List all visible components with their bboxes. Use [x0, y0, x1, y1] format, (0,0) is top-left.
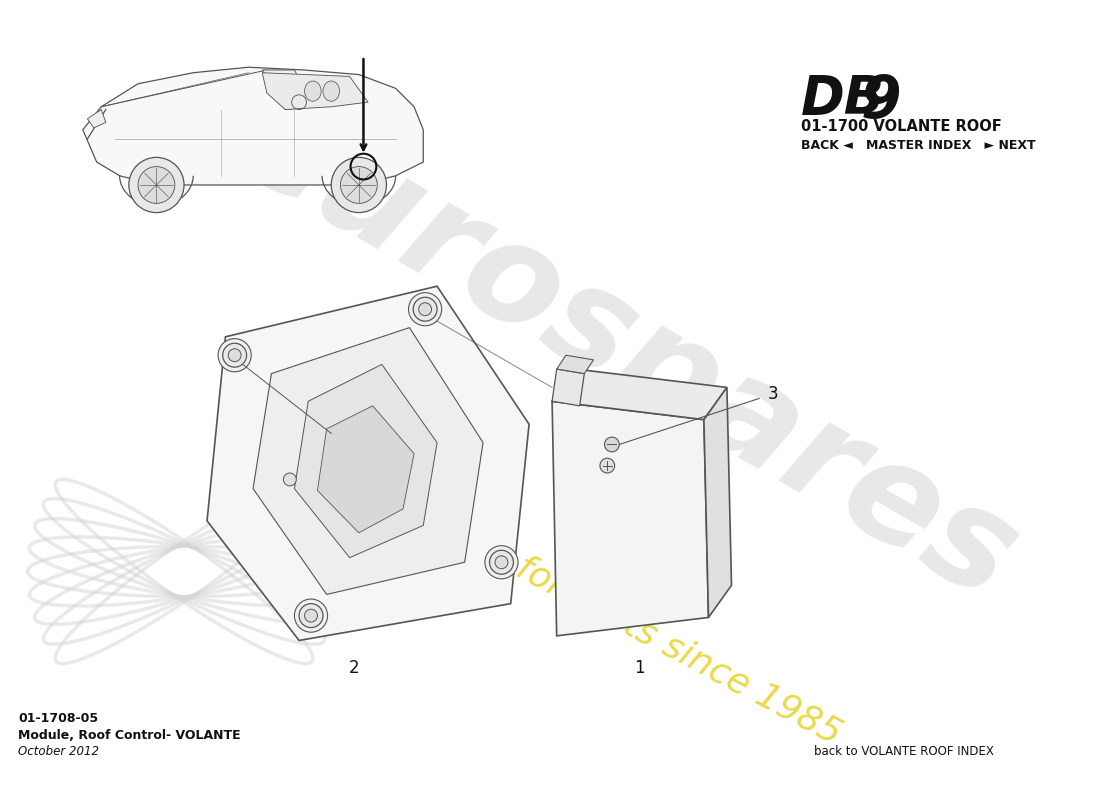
Circle shape	[129, 158, 184, 213]
Polygon shape	[87, 110, 106, 128]
Circle shape	[408, 293, 442, 326]
Ellipse shape	[323, 81, 340, 102]
Polygon shape	[552, 369, 727, 420]
Text: BACK ◄   MASTER INDEX   ► NEXT: BACK ◄ MASTER INDEX ► NEXT	[801, 139, 1035, 152]
Circle shape	[485, 546, 518, 579]
Circle shape	[218, 338, 251, 372]
Text: 3: 3	[768, 385, 778, 403]
Text: a passion for parts since 1985: a passion for parts since 1985	[349, 465, 847, 751]
Text: back to VOLANTE ROOF INDEX: back to VOLANTE ROOF INDEX	[814, 746, 993, 758]
Polygon shape	[557, 355, 594, 374]
Circle shape	[490, 550, 514, 574]
Polygon shape	[253, 328, 483, 594]
Polygon shape	[82, 67, 424, 185]
Circle shape	[305, 609, 318, 622]
Polygon shape	[295, 365, 437, 558]
Circle shape	[341, 166, 377, 203]
Text: 9: 9	[860, 73, 901, 130]
Text: DB: DB	[801, 73, 884, 125]
Circle shape	[495, 556, 508, 569]
Polygon shape	[318, 406, 414, 533]
Circle shape	[299, 604, 323, 627]
Text: Module, Roof Control- VOLANTE: Module, Roof Control- VOLANTE	[19, 729, 241, 742]
Text: 2: 2	[349, 659, 360, 677]
Circle shape	[222, 343, 246, 367]
Text: 01-1700 VOLANTE ROOF: 01-1700 VOLANTE ROOF	[801, 118, 1001, 134]
Ellipse shape	[305, 81, 321, 102]
Text: 1: 1	[635, 659, 645, 677]
Circle shape	[605, 437, 619, 452]
Circle shape	[331, 158, 386, 213]
Text: October 2012: October 2012	[19, 746, 99, 758]
Circle shape	[419, 302, 431, 316]
Circle shape	[228, 349, 241, 362]
Circle shape	[138, 166, 175, 203]
Polygon shape	[704, 387, 732, 618]
Polygon shape	[552, 369, 584, 406]
Polygon shape	[262, 70, 312, 110]
Circle shape	[600, 458, 615, 473]
Polygon shape	[552, 402, 708, 636]
Text: eurospares: eurospares	[211, 73, 1039, 629]
Polygon shape	[207, 286, 529, 641]
Circle shape	[284, 473, 296, 486]
Circle shape	[414, 298, 437, 321]
Polygon shape	[262, 73, 369, 110]
Circle shape	[295, 599, 328, 632]
Text: 01-1708-05: 01-1708-05	[19, 712, 99, 725]
